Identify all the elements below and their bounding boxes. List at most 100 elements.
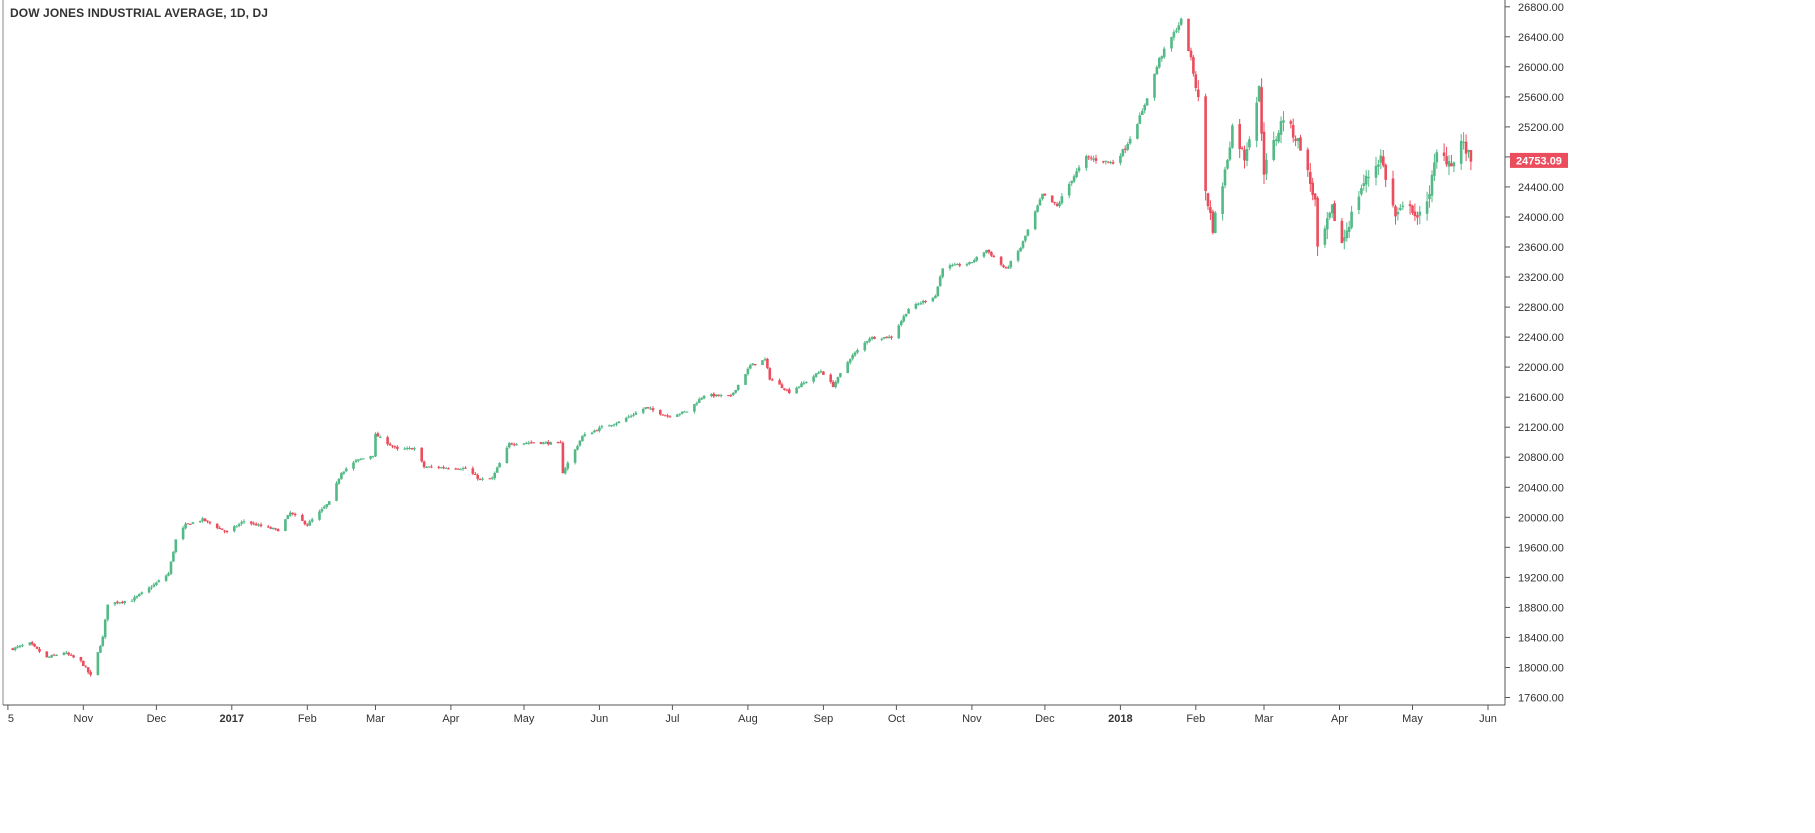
candle[interactable] bbox=[1206, 192, 1210, 210]
candle[interactable] bbox=[325, 504, 329, 509]
candle[interactable] bbox=[1265, 153, 1268, 180]
candle[interactable] bbox=[797, 386, 801, 389]
candle[interactable] bbox=[931, 297, 935, 303]
candle[interactable] bbox=[965, 262, 969, 267]
candle[interactable] bbox=[610, 425, 613, 427]
candle[interactable] bbox=[1364, 169, 1368, 193]
candle[interactable] bbox=[208, 521, 212, 525]
candle[interactable] bbox=[1350, 205, 1353, 230]
candle[interactable] bbox=[938, 274, 942, 287]
candle[interactable] bbox=[729, 393, 733, 397]
candle[interactable] bbox=[578, 439, 582, 447]
candle[interactable] bbox=[16, 645, 19, 649]
candle[interactable] bbox=[1374, 156, 1378, 186]
candle[interactable] bbox=[152, 582, 156, 588]
candle[interactable] bbox=[225, 530, 229, 534]
candle[interactable] bbox=[987, 249, 991, 255]
candle[interactable] bbox=[437, 465, 441, 470]
candle[interactable] bbox=[113, 602, 117, 606]
candle[interactable] bbox=[873, 336, 876, 340]
candle[interactable] bbox=[276, 528, 280, 532]
candle[interactable] bbox=[1002, 264, 1005, 268]
candle[interactable] bbox=[666, 413, 669, 418]
candle[interactable] bbox=[274, 527, 277, 531]
candle[interactable] bbox=[783, 388, 786, 391]
candle[interactable] bbox=[539, 441, 543, 445]
candle[interactable] bbox=[583, 432, 587, 438]
candle[interactable] bbox=[301, 513, 304, 522]
candle[interactable] bbox=[839, 372, 842, 378]
candle[interactable] bbox=[327, 501, 331, 506]
candle[interactable] bbox=[342, 471, 346, 475]
candle[interactable] bbox=[1204, 93, 1207, 201]
candle[interactable] bbox=[1211, 209, 1215, 235]
candle[interactable] bbox=[897, 323, 901, 340]
candle[interactable] bbox=[150, 585, 153, 590]
candle[interactable] bbox=[953, 262, 957, 266]
candle[interactable] bbox=[522, 443, 526, 446]
candle[interactable] bbox=[82, 660, 85, 667]
candle[interactable] bbox=[1428, 185, 1431, 208]
candle[interactable] bbox=[819, 369, 823, 374]
candle[interactable] bbox=[612, 423, 616, 427]
candle[interactable] bbox=[427, 466, 431, 468]
candle[interactable] bbox=[581, 435, 584, 442]
candle[interactable] bbox=[147, 586, 151, 594]
candle[interactable] bbox=[1323, 225, 1327, 248]
candle[interactable] bbox=[1391, 170, 1395, 208]
candle[interactable] bbox=[388, 442, 392, 446]
candle[interactable] bbox=[1070, 180, 1073, 186]
candle[interactable] bbox=[600, 424, 604, 430]
candle[interactable] bbox=[48, 655, 51, 658]
candle[interactable] bbox=[442, 465, 445, 470]
candle[interactable] bbox=[357, 459, 360, 463]
candle[interactable] bbox=[259, 522, 263, 528]
candle[interactable] bbox=[736, 384, 740, 392]
candle[interactable] bbox=[663, 414, 667, 417]
candle[interactable] bbox=[267, 525, 270, 528]
candle[interactable] bbox=[683, 410, 686, 413]
candle[interactable] bbox=[1408, 200, 1412, 215]
candle[interactable] bbox=[627, 414, 630, 419]
candle[interactable] bbox=[257, 523, 260, 527]
candle[interactable] bbox=[1362, 174, 1366, 191]
candle[interactable] bbox=[975, 256, 978, 263]
candle[interactable] bbox=[1257, 85, 1261, 103]
candle[interactable] bbox=[1459, 134, 1463, 170]
candle[interactable] bbox=[13, 646, 17, 652]
candle[interactable] bbox=[865, 340, 869, 345]
candle[interactable] bbox=[1209, 200, 1212, 220]
candle[interactable] bbox=[106, 604, 109, 622]
candle[interactable] bbox=[1123, 145, 1127, 154]
candle[interactable] bbox=[52, 653, 56, 656]
candle[interactable] bbox=[1311, 177, 1314, 201]
candle[interactable] bbox=[1326, 212, 1329, 240]
candle[interactable] bbox=[55, 654, 58, 657]
candle[interactable] bbox=[1155, 65, 1159, 76]
candle[interactable] bbox=[447, 467, 450, 470]
candle[interactable] bbox=[771, 378, 774, 382]
candle[interactable] bbox=[1221, 182, 1224, 221]
candle[interactable] bbox=[934, 294, 937, 299]
candle[interactable] bbox=[1033, 210, 1037, 231]
candle[interactable] bbox=[1087, 155, 1090, 160]
candle[interactable] bbox=[420, 447, 423, 463]
candle[interactable] bbox=[1435, 149, 1439, 169]
candle[interactable] bbox=[184, 522, 187, 530]
candle[interactable] bbox=[617, 421, 621, 424]
candle[interactable] bbox=[936, 286, 940, 297]
candle[interactable] bbox=[1170, 36, 1173, 52]
candle[interactable] bbox=[1050, 195, 1054, 203]
candle[interactable] bbox=[201, 516, 204, 523]
candle[interactable] bbox=[1396, 207, 1400, 221]
candle[interactable] bbox=[615, 421, 618, 427]
candle[interactable] bbox=[695, 401, 699, 406]
candle[interactable] bbox=[459, 468, 462, 471]
candle[interactable] bbox=[35, 646, 39, 650]
candle[interactable] bbox=[99, 644, 102, 654]
candle[interactable] bbox=[744, 373, 747, 385]
candle[interactable] bbox=[1128, 136, 1132, 145]
candle[interactable] bbox=[1094, 154, 1098, 164]
candle[interactable] bbox=[542, 441, 545, 445]
candle[interactable] bbox=[1245, 142, 1249, 167]
